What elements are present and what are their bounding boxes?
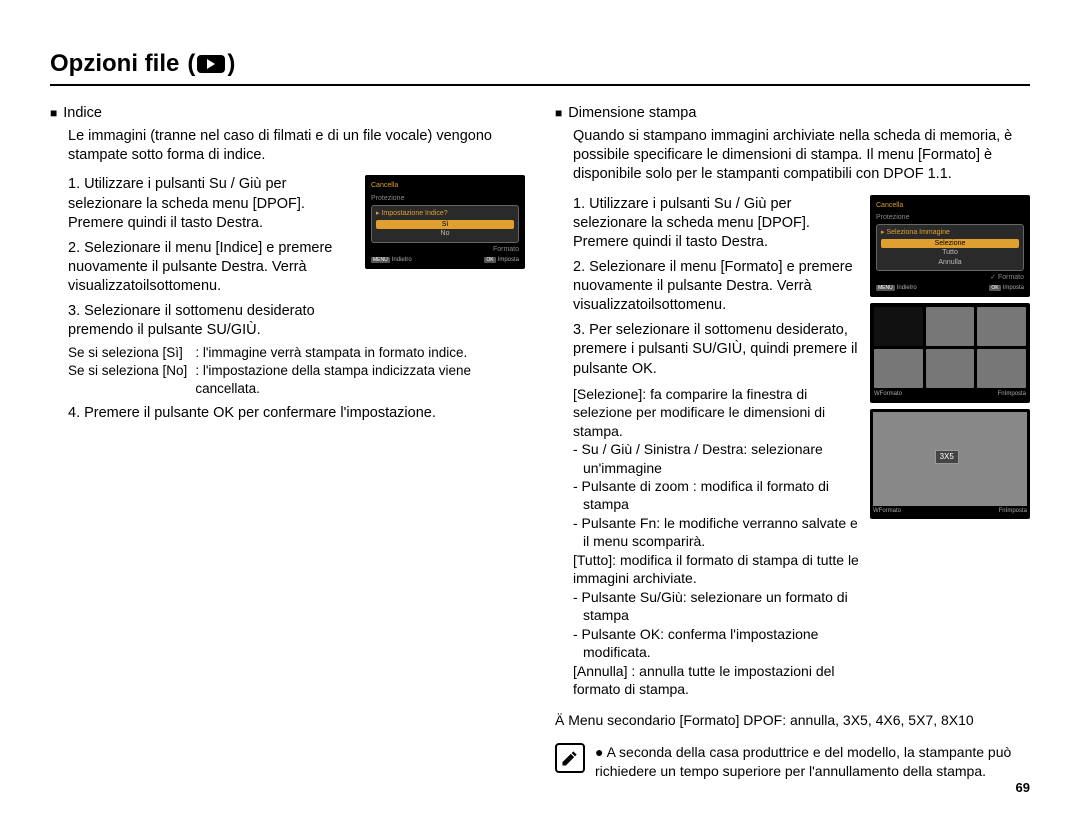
left-column: ■ Indice Le immagini (tranne nel caso di … [50, 104, 525, 780]
right-d1: - Su / Giù / Sinistra / Destra: selezion… [583, 440, 860, 477]
shot-opt-si: Sì [376, 220, 514, 229]
content-columns: ■ Indice Le immagini (tranne nel caso di … [50, 104, 1030, 780]
right-star-note: Ä Menu secondario [Formato] DPOF: annull… [555, 711, 1030, 729]
shot-popup: ▸ Impostazione Indice? Sì No [371, 205, 519, 243]
right-steps-text: 1. Utilizzare i pulsanti Su / Giù per se… [555, 195, 860, 699]
left-camera-screenshot: Cancella Protezione ▸ Impostazione Indic… [365, 175, 525, 268]
right-shot-single: 3X5 WFormato FnImposta [870, 409, 1030, 519]
note-text: ● A seconda della casa produttrice e del… [595, 743, 1030, 780]
play-settings-icon: ( ) [187, 50, 235, 78]
note-box: ● A seconda della casa produttrice e del… [555, 743, 1030, 780]
single-photo: 3X5 [873, 412, 1027, 506]
right-d2: - Pulsante di zoom : modifica il formato… [583, 477, 860, 514]
page-number: 69 [1016, 780, 1030, 795]
thumb-footer: WFormato FnImposta [874, 391, 1026, 399]
rshot-menu1: Cancella [876, 201, 1024, 210]
single-footer: WFormato FnImposta [873, 506, 1027, 516]
title-text: Opzioni file [50, 50, 179, 78]
right-step2: 2. Selezionare il menu [Formato] e preme… [573, 258, 860, 315]
pencil-note-icon [555, 743, 585, 773]
page-title: Opzioni file ( ) [50, 50, 1030, 86]
right-column: ■ Dimensione stampa Quando si stampano im… [555, 104, 1030, 780]
thumb-cell [926, 349, 975, 388]
left-no-desc: : l'impostazione della stampa indicizzat… [195, 362, 525, 398]
square-bullet-icon: ■ [555, 106, 562, 120]
left-step3: 3. Selezionare il sottomenu desiderato p… [68, 302, 355, 340]
left-step1: 1. Utilizzare i pulsanti Su / Giù per se… [68, 175, 355, 232]
right-step3: 3. Per selezionare il sottomenu desidera… [573, 321, 860, 378]
left-intro: Le immagini (tranne nel caso di filmati … [68, 127, 525, 165]
rshot-opt3: Annulla [881, 258, 1019, 267]
left-step4: 4. Premere il pulsante OK per confermare… [68, 404, 525, 423]
thumb-cell [926, 307, 975, 346]
right-annulla: [Annulla] : annulla tutte le impostazion… [573, 662, 860, 699]
left-si-label: Se si seleziona [Sì] [68, 344, 187, 362]
right-step1: 1. Utilizzare i pulsanti Su / Giù per se… [573, 195, 860, 252]
shot-opt-no: No [376, 229, 514, 238]
right-heading: ■ Dimensione stampa [555, 104, 1030, 123]
square-bullet-icon: ■ [50, 106, 57, 120]
shot-menu2: Protezione [371, 194, 519, 203]
left-heading-text: Indice [63, 105, 102, 121]
right-d4: - Pulsante Su/Giù: selezionare un format… [583, 588, 860, 625]
shot-popup-title: ▸ Impostazione Indice? [376, 209, 514, 218]
thumb-cell [977, 307, 1026, 346]
shot-menu-foot: Formato [371, 245, 519, 254]
left-si-no-defs: Se si seleziona [Sì] : l'immagine verrà … [68, 344, 525, 397]
left-step2: 2. Selezionare il menu [Indice] e premer… [68, 239, 355, 296]
right-tutto: [Tutto]: modifica il formato di stampa d… [573, 551, 860, 588]
left-heading: ■ Indice [50, 104, 525, 123]
thumb-cell [977, 349, 1026, 388]
rshot-opt2: Tutto [881, 248, 1019, 257]
left-steps-text: 1. Utilizzare i pulsanti Su / Giù per se… [50, 175, 355, 340]
right-d3: - Pulsante Fn: le modifiche verranno sal… [583, 514, 860, 551]
rshot-menu2: Protezione [876, 213, 1024, 222]
right-selezione: [Selezione]: fa comparire la finestra di… [573, 385, 860, 440]
rshot-footer: MENUIndietro OKImposta [876, 285, 1024, 293]
rshot-popup: ▸ Seleziona Immagine Selezione Tutto Ann… [876, 224, 1024, 271]
left-no-label: Se si seleziona [No] [68, 362, 187, 398]
right-steps-block: 1. Utilizzare i pulsanti Su / Giù per se… [555, 195, 1030, 699]
shot-menu1: Cancella [371, 181, 519, 190]
shot-footer: MENUIndietro OKImposta [371, 257, 519, 265]
rshot-menu-foot: ✓ Formato [876, 273, 1024, 282]
rshot-opt1: Selezione [881, 239, 1019, 248]
right-shot-menu: Cancella Protezione ▸ Seleziona Immagine… [870, 195, 1030, 298]
size-tag: 3X5 [935, 450, 959, 465]
right-shot-thumbs: WFormato FnImposta [870, 303, 1030, 403]
right-intro: Quando si stampano immagini archiviate n… [573, 127, 1030, 184]
right-heading-text: Dimensione stampa [568, 105, 696, 121]
left-steps-block: 1. Utilizzare i pulsanti Su / Giù per se… [50, 175, 525, 340]
right-d5: - Pulsante OK: conferma l'impostazione m… [583, 625, 860, 662]
thumb-cell [874, 307, 923, 346]
right-screenshots: Cancella Protezione ▸ Seleziona Immagine… [870, 195, 1030, 520]
rshot-popup-title: ▸ Seleziona Immagine [881, 228, 1019, 237]
thumb-cell [874, 349, 923, 388]
left-si-desc: : l'immagine verrà stampata in formato i… [195, 344, 525, 362]
